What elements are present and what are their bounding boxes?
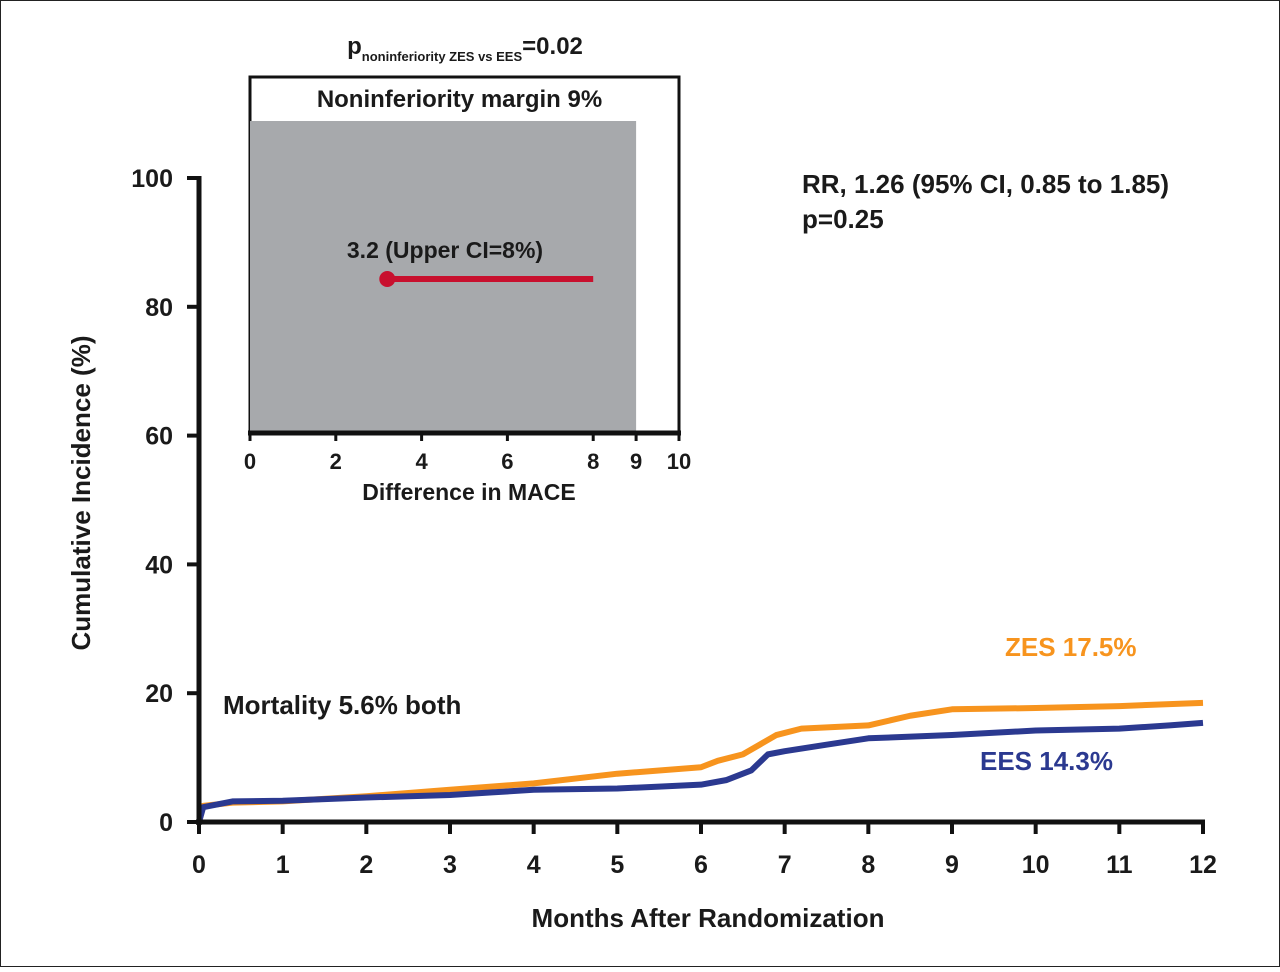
series-label: ZES 17.5% [1005,632,1137,662]
p-label-sub: noninferiority ZES vs EES [362,49,523,64]
x-tick-label: 1 [276,851,290,879]
series-line [196,719,1204,823]
series-label: EES 14.3% [980,746,1113,776]
y-tick-label: 20 [145,680,173,708]
x-tick-label: 0 [192,851,206,879]
y-tick-label: 100 [131,165,173,193]
p-label: pnoninferiority ZES vs EES=0.02 [347,33,583,64]
y-axis-label: Cumulative Incidence (%) [66,336,96,651]
annotation: p=0.25 [802,204,884,234]
estimate-label: 3.2 (Upper CI=8%) [347,237,543,263]
y-tick-label: 40 [145,551,173,579]
x-axis-label: Months After Randomization [532,903,885,933]
inset-x-tick-label: 0 [244,449,256,474]
x-tick-label: 6 [694,851,708,879]
y-tick-label: 80 [145,294,173,322]
estimate-dot [379,271,396,287]
p-label-value: =0.02 [522,33,583,60]
inset-x-tick-label: 6 [501,449,513,474]
x-tick-label: 10 [1022,851,1050,879]
x-tick-label: 7 [778,851,792,879]
inset-x-label: Difference in MACE [362,479,575,505]
inset-x-tick-label: 9 [630,449,642,474]
x-tick-label: 3 [443,851,457,879]
inset-x-tick-label: 10 [667,449,691,474]
x-tick-label: 4 [527,851,541,879]
y-tick-label: 0 [159,809,173,837]
y-tick-label: 60 [145,423,173,451]
x-tick-label: 2 [359,851,373,879]
x-tick-label: 11 [1106,851,1133,879]
p-label-main: p [347,33,362,60]
inset-x-tick-label: 8 [587,449,599,474]
inset-x-tick-label: 2 [330,449,342,474]
inset-title: Noninferiority margin 9% [317,86,602,113]
x-tick-label: 5 [610,851,624,879]
x-tick-label: 8 [861,851,875,879]
annotation: Mortality 5.6% both [223,690,461,720]
inset-x-tick-label: 4 [415,449,428,474]
x-tick-label: 12 [1189,851,1217,879]
x-tick-label: 9 [945,851,959,879]
annotation: RR, 1.26 (95% CI, 0.85 to 1.85) [802,169,1169,199]
